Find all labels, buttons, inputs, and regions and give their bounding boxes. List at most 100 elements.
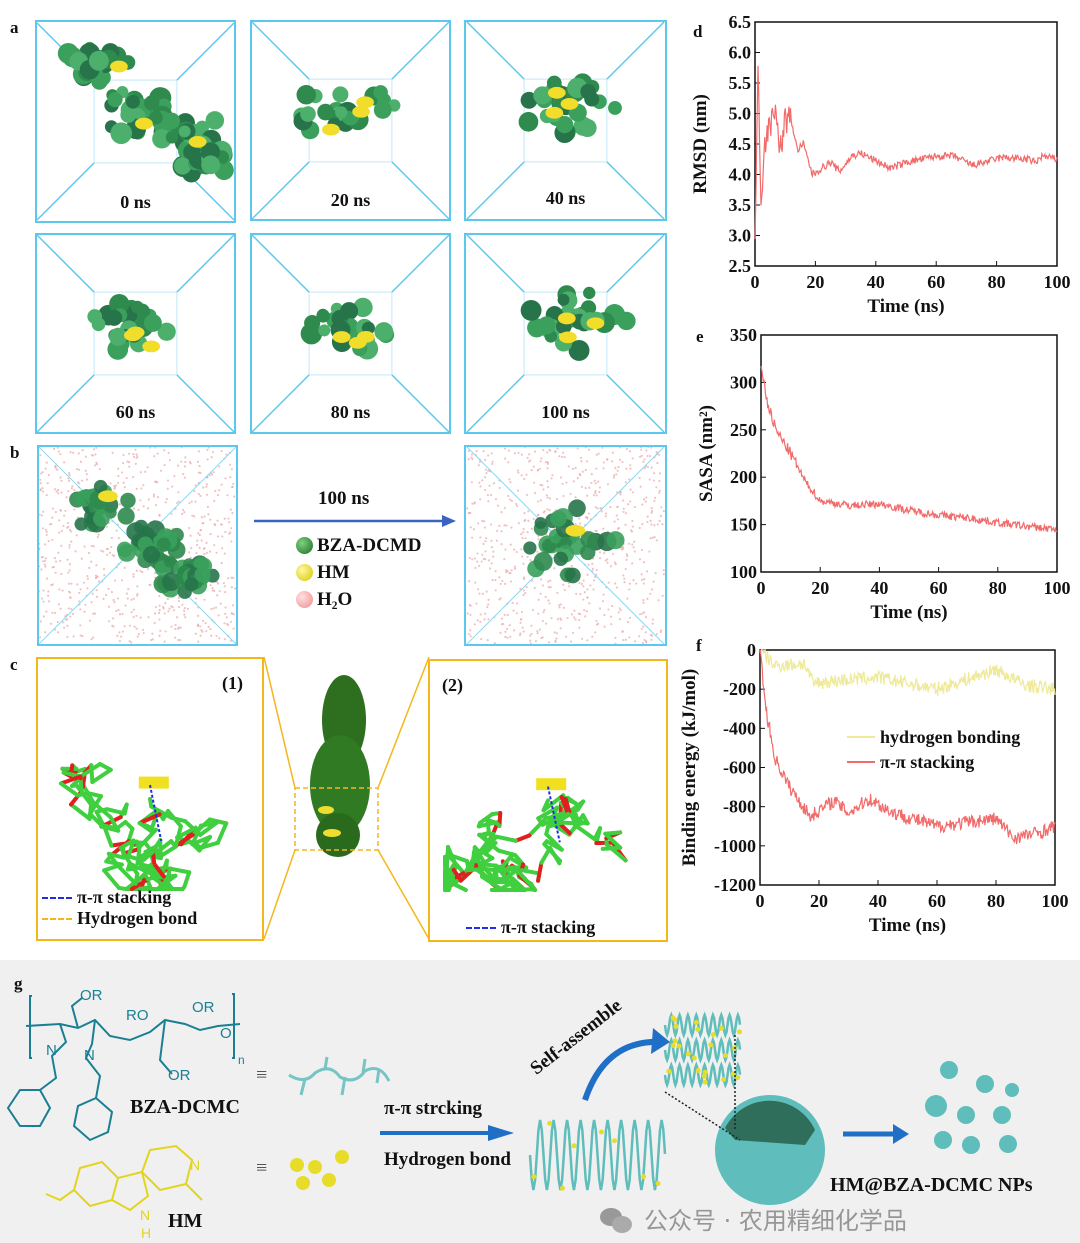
y-tick-label: 150 bbox=[730, 515, 757, 535]
y-tick-label: 4.0 bbox=[729, 165, 752, 185]
nanoparticle-label: HM@BZA-DCMC NPs bbox=[830, 1174, 1033, 1196]
polymer-chain-icon bbox=[288, 1056, 391, 1096]
inset-2: (2) π-π stacking bbox=[428, 659, 668, 942]
struct-o: O bbox=[220, 1025, 232, 1042]
y-tick-label: 100 bbox=[730, 562, 757, 582]
x-tick-label: 80 bbox=[988, 272, 1006, 292]
snapshot-time: 40 ns bbox=[545, 188, 586, 208]
struct-ro: RO bbox=[126, 1007, 149, 1024]
x-tick-label: 20 bbox=[806, 272, 824, 292]
self-assembly-diagram bbox=[528, 1011, 1019, 1205]
legend-item-hydrogen-bond: Hydrogen bond bbox=[42, 908, 197, 929]
protein-complex bbox=[310, 675, 370, 857]
struct-n1: N bbox=[46, 1042, 57, 1059]
protein-blob bbox=[520, 285, 636, 361]
y-axis-label: Binding energy (kJ/mol) bbox=[680, 669, 700, 866]
wechat-icon bbox=[600, 1208, 634, 1234]
simulation-arrow bbox=[254, 515, 456, 527]
snapshot-20ns: 20 ns bbox=[250, 20, 451, 221]
x-tick-label: 0 bbox=[757, 578, 766, 598]
hm-structure: N N H bbox=[45, 1144, 203, 1241]
legend-item-pi-stacking: π-π stacking bbox=[466, 917, 595, 938]
x-tick-label: 20 bbox=[810, 891, 828, 911]
y-tick-label: 3.0 bbox=[729, 226, 752, 246]
panel-label-d: d bbox=[693, 22, 703, 41]
arrow-time-label: 100 ns bbox=[318, 488, 370, 509]
dispersed-nanoparticles bbox=[925, 1061, 1019, 1154]
helix-stack bbox=[663, 1011, 742, 1089]
snapshot-time: 20 ns bbox=[330, 190, 371, 210]
protein-blob bbox=[293, 85, 401, 140]
y-tick-label: -1200 bbox=[714, 875, 756, 895]
panel-label-b: b bbox=[10, 443, 20, 462]
x-tick-label: 0 bbox=[756, 891, 765, 911]
protein-blob bbox=[523, 499, 625, 584]
struct-or-right: OR bbox=[192, 999, 215, 1016]
series-line-0 bbox=[760, 366, 1058, 533]
equiv-symbol: ≡ bbox=[256, 1064, 268, 1086]
y-tick-label: 6.5 bbox=[729, 12, 752, 32]
series-line-0 bbox=[754, 65, 1058, 240]
legend-label: π-π stacking bbox=[880, 752, 974, 772]
solvated-box-start bbox=[37, 445, 238, 646]
y-axis-label: SASA (nm²) bbox=[696, 405, 717, 502]
legend-label: π-π stacking bbox=[501, 917, 596, 937]
snapshot-40ns: 40 ns bbox=[464, 20, 667, 221]
protein-blob bbox=[69, 479, 220, 599]
protein-blob bbox=[87, 293, 176, 360]
chart-sasa: 0 20 40 60 80 100 100 150 200 250 300 350 Time (ns) S… bbox=[696, 325, 1071, 623]
drug-label: HM bbox=[168, 1210, 203, 1232]
legend-label: Hydrogen bond bbox=[77, 908, 198, 928]
yellow-sphere-icon bbox=[296, 564, 313, 581]
y-tick-label: 4.5 bbox=[729, 134, 752, 154]
series-line-0 bbox=[759, 648, 1056, 696]
legend-label: π-π stacking bbox=[77, 887, 172, 907]
protein-blob bbox=[518, 73, 622, 144]
legend-label: BZA-DCMD bbox=[317, 534, 422, 556]
snapshot-time: 80 ns bbox=[330, 402, 371, 422]
x-tick-label: 60 bbox=[930, 578, 948, 598]
hm-h: H bbox=[141, 1225, 151, 1241]
panel-label-a: a bbox=[10, 18, 19, 37]
x-tick-label: 100 bbox=[1042, 891, 1069, 911]
y-tick-label: -600 bbox=[723, 758, 756, 778]
y-tick-label: 250 bbox=[730, 420, 757, 440]
x-tick-label: 60 bbox=[928, 891, 946, 911]
zoom-connector-lines bbox=[263, 656, 430, 940]
panel-label-g: g bbox=[14, 974, 23, 993]
watermark-text: 公众号 · 农用精细化学品 bbox=[644, 1207, 907, 1235]
y-tick-label: -1000 bbox=[714, 836, 756, 856]
y-tick-label: -800 bbox=[723, 797, 756, 817]
x-axis-label: Time (ns) bbox=[867, 296, 944, 317]
legend-c1: π-π stacking Hydrogen bond bbox=[42, 887, 197, 929]
inset-1: (1) π-π stacking Hydrogen bond bbox=[36, 657, 264, 941]
y-tick-label: 6.0 bbox=[729, 43, 752, 63]
legend-item-bza-dcmd: BZA-DCMD bbox=[296, 532, 422, 559]
legend-b: BZA-DCMD HM H₂O bbox=[296, 532, 422, 613]
zoom-region bbox=[294, 787, 379, 851]
solvated-box-end bbox=[464, 445, 667, 646]
snapshot-100ns: 100 ns bbox=[464, 233, 667, 434]
y-axis-label: RMSD (nm) bbox=[690, 94, 711, 194]
x-tick-label: 100 bbox=[1044, 272, 1071, 292]
y-tick-label: 5.0 bbox=[729, 104, 752, 124]
y-tick-label: 200 bbox=[730, 467, 757, 487]
watermark: 公众号 · 农用精细化学品 bbox=[600, 1206, 907, 1236]
snapshot-80ns: 80 ns bbox=[250, 233, 451, 434]
x-tick-label: 40 bbox=[870, 578, 888, 598]
x-axis-label: Time (ns) bbox=[869, 915, 946, 936]
x-tick-label: 60 bbox=[927, 272, 945, 292]
arrow-label-hydrogen-bond: Hydrogen bond bbox=[384, 1149, 511, 1170]
pink-sphere-icon bbox=[296, 591, 313, 608]
green-sphere-icon bbox=[296, 537, 313, 554]
y-tick-label: 300 bbox=[730, 372, 757, 392]
x-axis-label: Time (ns) bbox=[870, 602, 947, 623]
x-tick-label: 40 bbox=[867, 272, 885, 292]
arrow-label-pi-stacking: π-π strcking bbox=[384, 1098, 483, 1119]
chart-binding-energy: 0 20 40 60 80 100 -1200 -1000 -800 -600 -400 -200 0 T… bbox=[680, 640, 1069, 936]
y-tick-label: 350 bbox=[730, 325, 757, 345]
legend-item-water: H₂O bbox=[296, 586, 422, 613]
x-tick-label: 80 bbox=[989, 578, 1007, 598]
molecule-structure-1 bbox=[58, 762, 229, 891]
plot-frame bbox=[760, 334, 1058, 573]
